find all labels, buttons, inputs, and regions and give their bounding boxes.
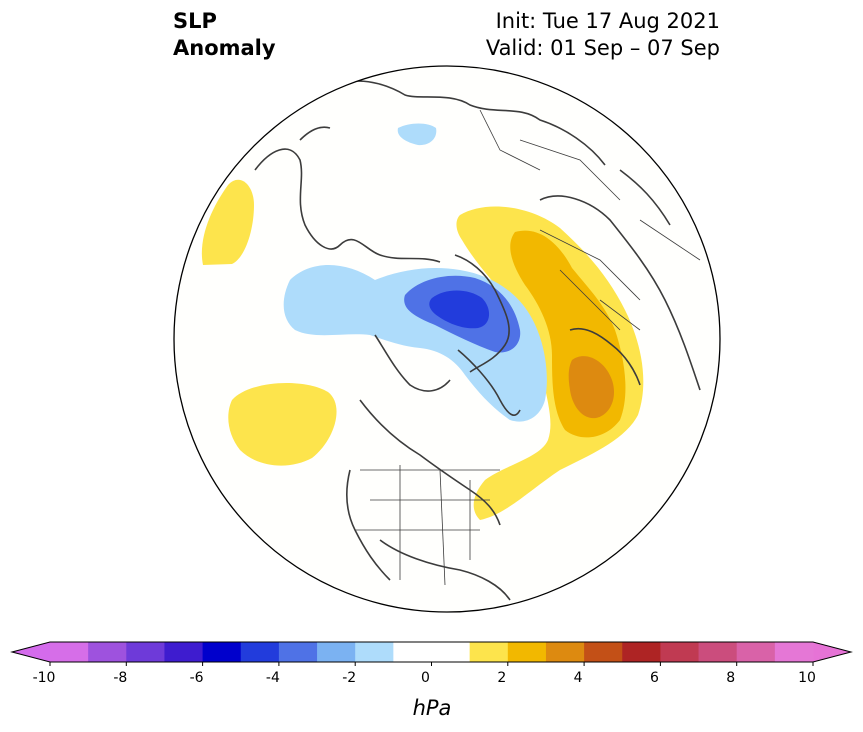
colorbar-segment: [736, 642, 776, 662]
colorbar-segment: [507, 642, 547, 662]
map-title: SLP Anomaly: [173, 8, 276, 62]
colorbar-segment: [50, 642, 89, 662]
colorbar-segment: [164, 642, 204, 662]
forecast-info: Init: Tue 17 Aug 2021 Valid: 01 Sep – 07…: [486, 8, 720, 62]
globe-boundary: [173, 65, 721, 613]
positive-anomaly-eurasia-max: [568, 356, 615, 419]
colorbar-segment: [278, 642, 318, 662]
colorbar-segment: [88, 642, 127, 662]
init-date: Init: Tue 17 Aug 2021: [495, 9, 720, 33]
negative-anomaly-indian-ocean: [397, 123, 437, 146]
colorbar-segment: [240, 642, 280, 662]
colorbar-under-extension: [12, 642, 50, 662]
colorbar-segment: [126, 642, 165, 662]
colorbar-tick-label: 8: [726, 670, 735, 686]
colorbar-segment: [355, 642, 394, 662]
valid-period: Valid: 01 Sep – 07 Sep: [485, 36, 720, 60]
polar-map: [173, 65, 721, 613]
colorbar-tick-label: -8: [113, 670, 127, 686]
colorbar-tick-label: 10: [798, 670, 816, 686]
coastlines: [254, 80, 701, 601]
positive-anomaly-east-pacific: [201, 179, 254, 265]
colorbar-segment: [202, 642, 242, 662]
colorbar-segment: [545, 642, 585, 662]
country-borders: [355, 109, 701, 586]
colorbar-tick-label: 0: [421, 670, 430, 686]
colorbar-segment: [774, 642, 814, 662]
colorbar-ticks: -10 -8 -6 -4 -2 0 2 4 6 8 10: [33, 662, 816, 686]
colorbar: -10 -8 -6 -4 -2 0 2 4 6 8 10 hPa: [10, 641, 853, 720]
colorbar-segment: [431, 642, 471, 662]
positive-anomaly-eurasia: [456, 206, 644, 520]
colorbar-body: [10, 641, 853, 663]
negative-anomaly-arctic-max: [429, 290, 490, 329]
title-line-1: SLP: [173, 9, 217, 33]
title-line-2: Anomaly: [173, 36, 276, 60]
colorbar-tick-label: -10: [33, 670, 56, 686]
colorbar-segment: [660, 642, 700, 662]
colorbar-tick-label: -6: [190, 670, 204, 686]
colorbar-segment: [469, 642, 509, 662]
colorbar-segment: [622, 642, 661, 662]
colorbar-tick-label: -4: [266, 670, 280, 686]
colorbar-tick-label: 6: [650, 670, 659, 686]
colorbar-tick-label: 4: [574, 670, 583, 686]
positive-anomaly-north-pacific: [228, 382, 337, 466]
colorbar-tick-label: -2: [342, 670, 356, 686]
colorbar-segment: [698, 642, 738, 662]
colorbar-over-extension: [813, 642, 851, 662]
colorbar-tick-label: 2: [497, 670, 506, 686]
colorbar-segment: [393, 642, 432, 662]
colorbar-segment: [317, 642, 356, 662]
colorbar-segment: [584, 642, 623, 662]
colorbar-units-label: hPa: [413, 696, 452, 720]
